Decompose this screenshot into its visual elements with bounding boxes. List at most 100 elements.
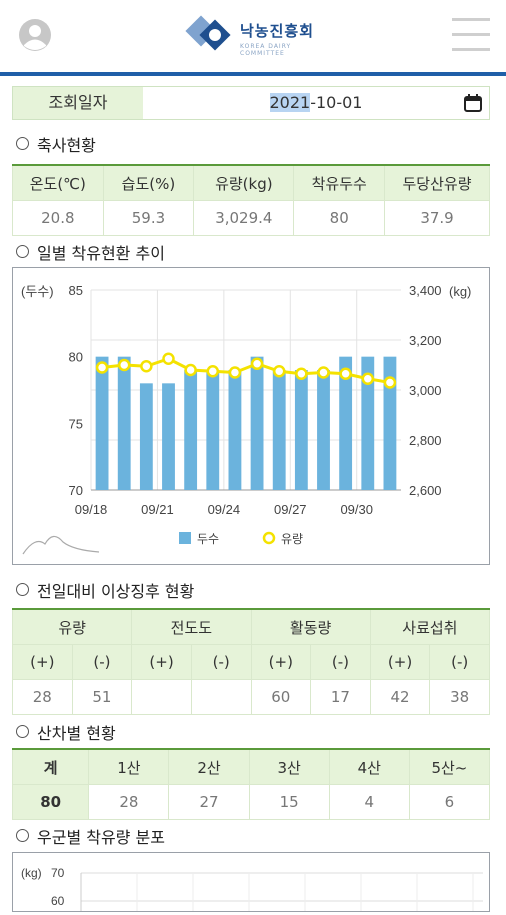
anomaly-sign: (-): [190, 644, 252, 680]
point-milk-yield[interactable]: [317, 366, 330, 379]
bar-head-count[interactable]: [206, 370, 220, 490]
app-header: 낙농진흥회 KOREA DAIRY COMMITTEE: [0, 0, 506, 76]
right-tick-label: 3,400: [409, 283, 442, 298]
anomaly-value: 42: [369, 679, 431, 715]
section-title: 일별 착유현환 추이: [37, 244, 165, 263]
logo-mark-icon: [185, 15, 231, 51]
anomaly-value: 38: [429, 679, 490, 715]
parity-header: 4산: [328, 748, 410, 785]
bar-head-count[interactable]: [294, 370, 308, 490]
group-dist-unit: (kg): [21, 866, 42, 880]
right-tick-label: 2,600: [409, 483, 442, 498]
parity-value: 4: [328, 784, 410, 820]
query-date-input[interactable]: 2021-10-01: [143, 87, 489, 119]
barn-header: 습도(%): [102, 164, 195, 201]
parity-header: 3산: [248, 748, 330, 785]
left-tick-label: 80: [69, 350, 83, 365]
x-tick-label: 09/18: [75, 502, 108, 517]
point-milk-yield[interactable]: [117, 358, 131, 372]
x-tick-label: 09/27: [274, 502, 307, 517]
parity-header-total: 계: [11, 748, 90, 785]
parity-value: 15: [248, 784, 330, 820]
anomaly-sign: (+): [250, 644, 312, 680]
right-unit-label: (kg): [449, 284, 471, 299]
calendar-icon[interactable]: [463, 93, 483, 113]
user-avatar-icon[interactable]: [18, 18, 52, 52]
bar-head-count[interactable]: [361, 356, 375, 490]
header-divider: [0, 72, 506, 76]
point-milk-yield[interactable]: [250, 357, 264, 370]
legend-line-swatch: [262, 531, 276, 545]
section-title: 산차별 현황: [37, 724, 116, 743]
left-tick-label: 85: [69, 283, 83, 298]
query-date-rest: -10-01: [310, 93, 363, 112]
bar-head-count[interactable]: [317, 370, 330, 490]
section-title: 전일대비 이상징후 현황: [37, 582, 195, 601]
bar-head-count[interactable]: [383, 356, 397, 490]
bar-head-count[interactable]: [272, 370, 286, 490]
bar-head-count[interactable]: [162, 383, 175, 490]
bar-head-count[interactable]: [117, 356, 131, 490]
parity-table: 계 1산 2산 3산 4산 5산~ 80 28 27 15 4 6: [11, 748, 491, 820]
anomaly-sign: (+): [131, 644, 192, 680]
anomaly-value: [131, 679, 192, 715]
bar-head-count[interactable]: [184, 370, 198, 490]
anomaly-value: 51: [71, 679, 133, 715]
barn-status-table: 온도(℃) 습도(%) 유량(kg) 착유두수 두당산유량 20.8 59.3 …: [12, 164, 490, 236]
x-tick-label: 09/24: [208, 502, 241, 517]
section-group-dist: 우군별 착유량 분포: [16, 824, 165, 848]
anomaly-sign: (+): [369, 644, 431, 680]
bar-head-count[interactable]: [250, 356, 264, 490]
legend-bar-label: 두수: [197, 532, 219, 546]
left-unit-label: (두수): [21, 284, 54, 299]
bar-head-count[interactable]: [228, 370, 242, 490]
x-tick-label: 09/21: [141, 502, 174, 517]
barn-header: 두당산유량: [384, 164, 490, 201]
zoom-navigator-icon[interactable]: [22, 535, 100, 555]
point-milk-yield[interactable]: [339, 367, 352, 380]
point-milk-yield[interactable]: [95, 361, 109, 374]
point-milk-yield[interactable]: [383, 376, 397, 389]
parity-header: 5산~: [408, 748, 491, 785]
anomaly-value: 60: [250, 679, 312, 715]
left-tick-label: 70: [69, 483, 83, 498]
section-anomaly: 전일대비 이상징후 현황: [16, 578, 194, 602]
query-date-row: 조회일자 2021-10-01: [12, 86, 490, 120]
point-milk-yield[interactable]: [162, 352, 175, 365]
point-milk-yield[interactable]: [140, 360, 153, 373]
circle-icon: [16, 137, 29, 150]
section-title: 축사현황: [37, 136, 96, 155]
parity-header: 2산: [168, 748, 250, 785]
bar-head-count[interactable]: [339, 356, 353, 490]
parity-total-value: 80: [11, 784, 90, 820]
query-date-label: 조회일자: [13, 87, 143, 119]
point-milk-yield[interactable]: [184, 363, 197, 377]
section-parity: 산차별 현황: [16, 720, 116, 744]
legend-bar-swatch: [179, 532, 191, 544]
circle-icon: [16, 829, 29, 842]
bar-head-count[interactable]: [95, 356, 109, 490]
barn-header: 착유두수: [293, 164, 386, 201]
bar-head-count[interactable]: [139, 383, 153, 490]
logo-subtext: KOREA DAIRY COMMITTEE: [240, 43, 292, 57]
point-milk-yield[interactable]: [361, 372, 375, 385]
parity-value: 27: [168, 784, 250, 820]
point-milk-yield[interactable]: [272, 365, 286, 378]
hamburger-menu-icon[interactable]: [452, 18, 490, 52]
barn-value: 3,029.4: [193, 200, 295, 236]
barn-header: 온도(℃): [12, 164, 104, 201]
parity-value: 6: [408, 784, 491, 820]
point-milk-yield[interactable]: [206, 365, 220, 378]
right-tick-label: 3,000: [409, 383, 442, 398]
group-dist-tick: 70: [51, 866, 65, 880]
logo[interactable]: 낙농진흥회 KOREA DAIRY COMMITTEE: [180, 14, 330, 58]
legend-line-label: 유량: [281, 532, 303, 546]
section-daily-trend: 일별 착유현환 추이: [16, 240, 165, 264]
point-milk-yield[interactable]: [295, 367, 308, 380]
point-milk-yield[interactable]: [228, 366, 242, 379]
right-tick-label: 3,200: [409, 333, 442, 348]
barn-header: 유량(kg): [193, 164, 295, 201]
x-tick-label: 09/30: [340, 502, 373, 517]
anomaly-value: 28: [12, 679, 73, 715]
anomaly-sign: (+): [12, 644, 73, 680]
